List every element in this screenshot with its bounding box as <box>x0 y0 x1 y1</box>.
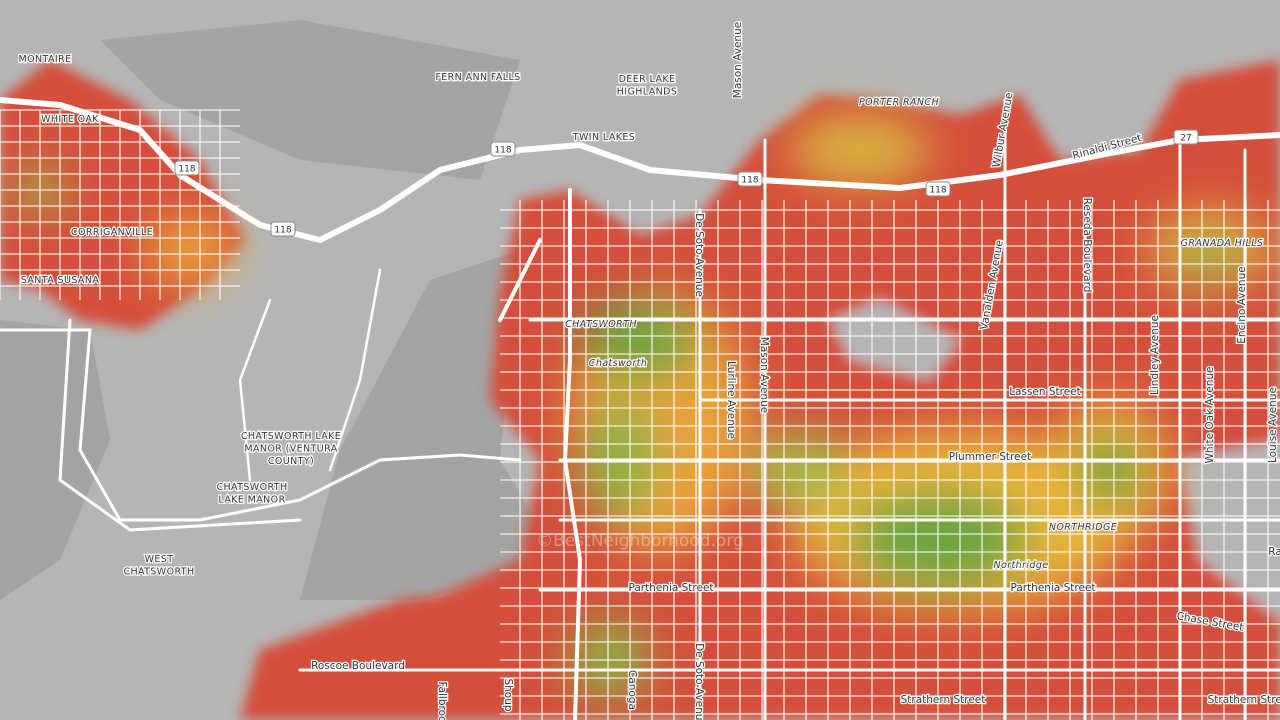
route-number: 118 <box>178 165 195 175</box>
place-label: CHATSWORTH <box>216 482 287 493</box>
street-label: Lindley Avenue <box>1149 315 1161 395</box>
route-number: 118 <box>494 146 511 156</box>
place-label: TWIN LAKES <box>572 132 635 143</box>
place-label: SANTA SUSANA <box>21 275 100 286</box>
watermark: ©BestNeighborhood.org <box>536 531 744 551</box>
route-shield <box>1173 129 1199 145</box>
street-label: Reseda Boulevard <box>1081 198 1093 293</box>
route-shield <box>490 141 516 157</box>
route-shield <box>270 221 296 237</box>
street-label: Louise Avenue <box>1267 387 1279 463</box>
route-shield <box>925 181 951 197</box>
street-label: Encino Avenue <box>1236 266 1248 343</box>
place-label: Northridge <box>993 560 1048 571</box>
street-label: Ra <box>1268 546 1280 558</box>
place-label: PORTER RANCH <box>859 97 939 108</box>
place-label: MANOR (VENTURA <box>244 444 337 455</box>
street-label: Parthenia Street <box>628 582 713 594</box>
street-label: Plummer Street <box>949 451 1031 463</box>
place-label: CHATSWORTH <box>123 567 194 578</box>
route-number: 27 <box>1180 134 1191 144</box>
route-shield <box>737 171 763 187</box>
place-label: HIGHLANDS <box>617 87 678 98</box>
place-label: CHATSWORTH <box>565 319 637 330</box>
route-shield <box>174 160 200 176</box>
highways <box>0 97 1280 720</box>
street-label: Mason Avenue <box>758 337 770 413</box>
place-label: WEST <box>145 554 174 565</box>
place-label: Chatsworth <box>589 358 647 369</box>
place-label: CORRIGANVILLE <box>71 227 153 238</box>
place-label: DEER LAKE <box>619 74 676 85</box>
street-label: De Soto Avenue <box>693 643 705 720</box>
street-label: Lassen Street <box>1009 386 1081 398</box>
route-number: 118 <box>929 186 946 196</box>
street-label: Strathern Street <box>901 694 986 706</box>
street-label: De Soto Avenue <box>693 213 705 297</box>
place-label: GRANADA HILLS <box>1181 238 1264 249</box>
street-label: Shoup <box>502 678 514 711</box>
route-number: 118 <box>274 226 291 236</box>
route-number: 118 <box>741 176 758 186</box>
street-label: Mason Avenue <box>732 22 744 98</box>
street-label: Lurline Avenue <box>725 361 737 439</box>
street-label: Strathern Street <box>1208 694 1280 706</box>
place-label: CHATSWORTH LAKE <box>241 431 341 442</box>
street-label: White Oak Avenue <box>1204 367 1216 464</box>
street-label: Fallbrook <box>436 681 448 720</box>
street-label: Parthenia Street <box>1010 582 1095 594</box>
place-label: FERN ANN FALLS <box>435 72 520 83</box>
place-label: MONTAIRE <box>19 54 72 65</box>
place-label: LAKE MANOR <box>218 495 285 506</box>
place-label: WHITE OAK <box>41 114 99 125</box>
street-label: Canoga <box>626 670 638 710</box>
street-label: Roscoe Boulevard <box>311 660 405 672</box>
place-label: COUNTY) <box>268 456 314 467</box>
place-label: NORTHRIDGE <box>1049 522 1117 533</box>
